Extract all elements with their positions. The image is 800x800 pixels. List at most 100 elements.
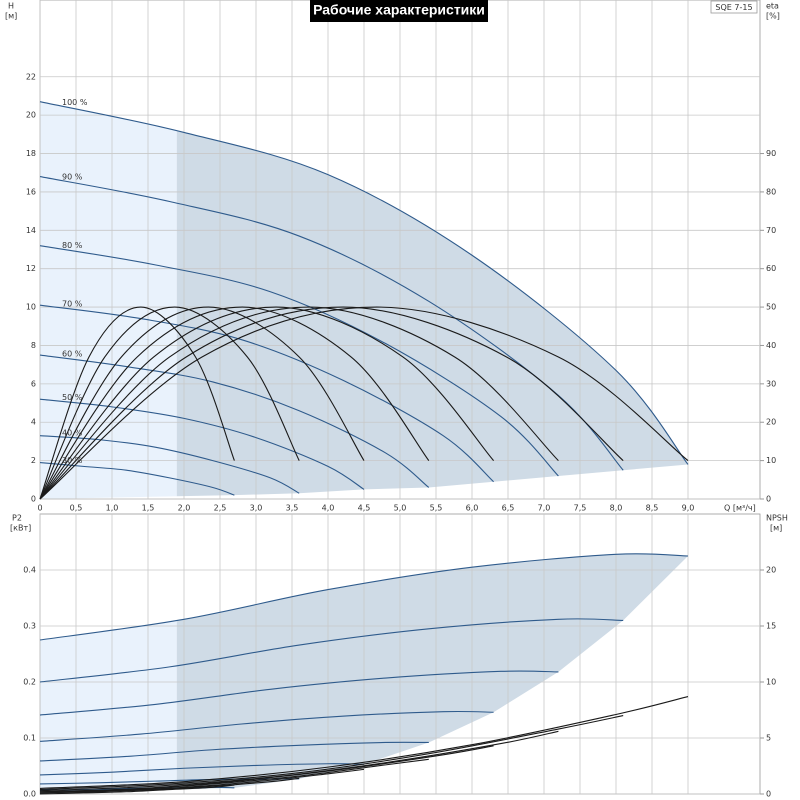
text-layer: Рабочие характеристики SQE 7-15 H [м] et… [5, 0, 788, 799]
y2-tick-label: 0 [766, 495, 771, 504]
region-low-flow [40, 101, 177, 499]
secondary-curve [39, 758, 429, 793]
primary-curve [39, 553, 689, 641]
x-tick-label: 4,0 [322, 504, 335, 513]
primary-curve [39, 710, 494, 742]
primary-curve [39, 461, 235, 496]
curve-label: 30 % [62, 456, 83, 465]
y2-tick-label: 50 [766, 303, 776, 312]
secondary-curve [39, 306, 430, 500]
secondary-curve [39, 306, 689, 500]
primary-curve [39, 354, 430, 488]
x-tick-label: 0,5 [70, 504, 83, 513]
y2-tick-label: 40 [766, 341, 776, 350]
curve-label: 40 % [62, 429, 83, 438]
primary-curve [39, 101, 689, 465]
curve-label: 90 % [62, 172, 83, 181]
y-tick-label: 22 [26, 72, 36, 81]
primary-curve [39, 670, 559, 716]
curve-label: 70 % [62, 300, 83, 309]
primary-curve [39, 741, 429, 762]
y2-axis-label: eta [766, 2, 779, 11]
x-tick-label: 9,0 [682, 504, 695, 513]
x-tick-label: 3,0 [250, 504, 263, 513]
y2-tick-label: 0 [766, 790, 771, 799]
y2-tick-label: 10 [766, 456, 776, 465]
y2-tick-label: 60 [766, 264, 776, 273]
y-tick-label: 4 [31, 418, 36, 427]
y2-axis-unit: [м] [770, 524, 782, 533]
y-tick-label: 0.0 [23, 790, 36, 799]
y-axis-label: P2 [12, 514, 22, 523]
y-tick-label: 0.1 [23, 734, 36, 743]
x-tick-label: 8,0 [610, 504, 623, 513]
model-label: SQE 7-15 [715, 3, 752, 12]
x-tick-label: 2,5 [214, 504, 227, 513]
y2-tick-label: 90 [766, 149, 776, 158]
secondary-curve [39, 777, 300, 794]
y2-tick-label: 5 [766, 734, 771, 743]
curve-label: 50 % [62, 393, 83, 402]
y-axis-label: H [8, 2, 14, 11]
y-tick-label: 10 [26, 303, 36, 312]
y2-tick-label: 20 [766, 418, 776, 427]
x-tick-label: 2,0 [178, 504, 191, 513]
secondary-curve [39, 306, 300, 500]
y-tick-label: 0.3 [23, 622, 36, 631]
x-tick-label: 1,0 [106, 504, 119, 513]
primary-curve [39, 435, 300, 494]
primary-curve [39, 245, 559, 477]
chart-title: Рабочие характеристики [313, 2, 485, 18]
y-tick-label: 16 [26, 187, 36, 196]
x-tick-label: 6,5 [502, 504, 515, 513]
curve-label: 60 % [62, 349, 83, 358]
y2-tick-label: 70 [766, 226, 776, 235]
y-axis-unit: [м] [5, 12, 17, 21]
x-tick-label: 4,5 [358, 504, 371, 513]
x-axis-label: Q [м³/ч] [724, 504, 756, 513]
y2-tick-label: 20 [766, 566, 776, 575]
primary-curve [39, 398, 365, 490]
primary-curve [39, 618, 624, 683]
y-tick-label: 0 [31, 495, 36, 504]
x-tick-label: 5,5 [430, 504, 443, 513]
y-tick-label: 18 [26, 149, 36, 158]
region-low-flow [40, 620, 177, 794]
x-tick-label: 7,5 [574, 504, 587, 513]
y-tick-label: 6 [31, 379, 36, 388]
y-tick-label: 14 [26, 226, 36, 235]
x-tick-label: 1,5 [142, 504, 155, 513]
y2-tick-label: 30 [766, 379, 776, 388]
y-tick-label: 12 [26, 264, 36, 273]
y2-axis-label: NPSH [766, 514, 788, 523]
x-tick-label: 6,0 [466, 504, 479, 513]
secondary-curve [39, 306, 559, 500]
x-tick-label: 0 [37, 504, 42, 513]
y-tick-label: 8 [31, 341, 36, 350]
y-tick-label: 0.2 [23, 678, 36, 687]
y2-tick-label: 10 [766, 678, 776, 687]
x-tick-label: 3,5 [286, 504, 299, 513]
secondary-curve [39, 306, 235, 500]
y-tick-label: 20 [26, 111, 36, 120]
y-tick-label: 2 [31, 456, 36, 465]
x-tick-label: 7,0 [538, 504, 551, 513]
secondary-curve [39, 306, 624, 500]
secondary-curve [39, 306, 365, 500]
y-tick-label: 0.4 [23, 566, 36, 575]
curve-label: 80 % [62, 241, 83, 250]
y2-axis-unit: [%] [766, 12, 780, 21]
secondary-curve [39, 696, 689, 789]
secondary-curve [39, 715, 624, 791]
model-box [710, 0, 758, 14]
secondary-curve [39, 784, 235, 795]
y2-tick-label: 80 [766, 187, 776, 196]
line-layer [39, 101, 689, 795]
curve-label: 100 % [62, 98, 88, 107]
primary-curve [39, 304, 494, 483]
secondary-curve [39, 768, 365, 794]
primary-curve [39, 763, 365, 776]
secondary-curve [39, 306, 495, 500]
region-operating [176, 553, 688, 790]
